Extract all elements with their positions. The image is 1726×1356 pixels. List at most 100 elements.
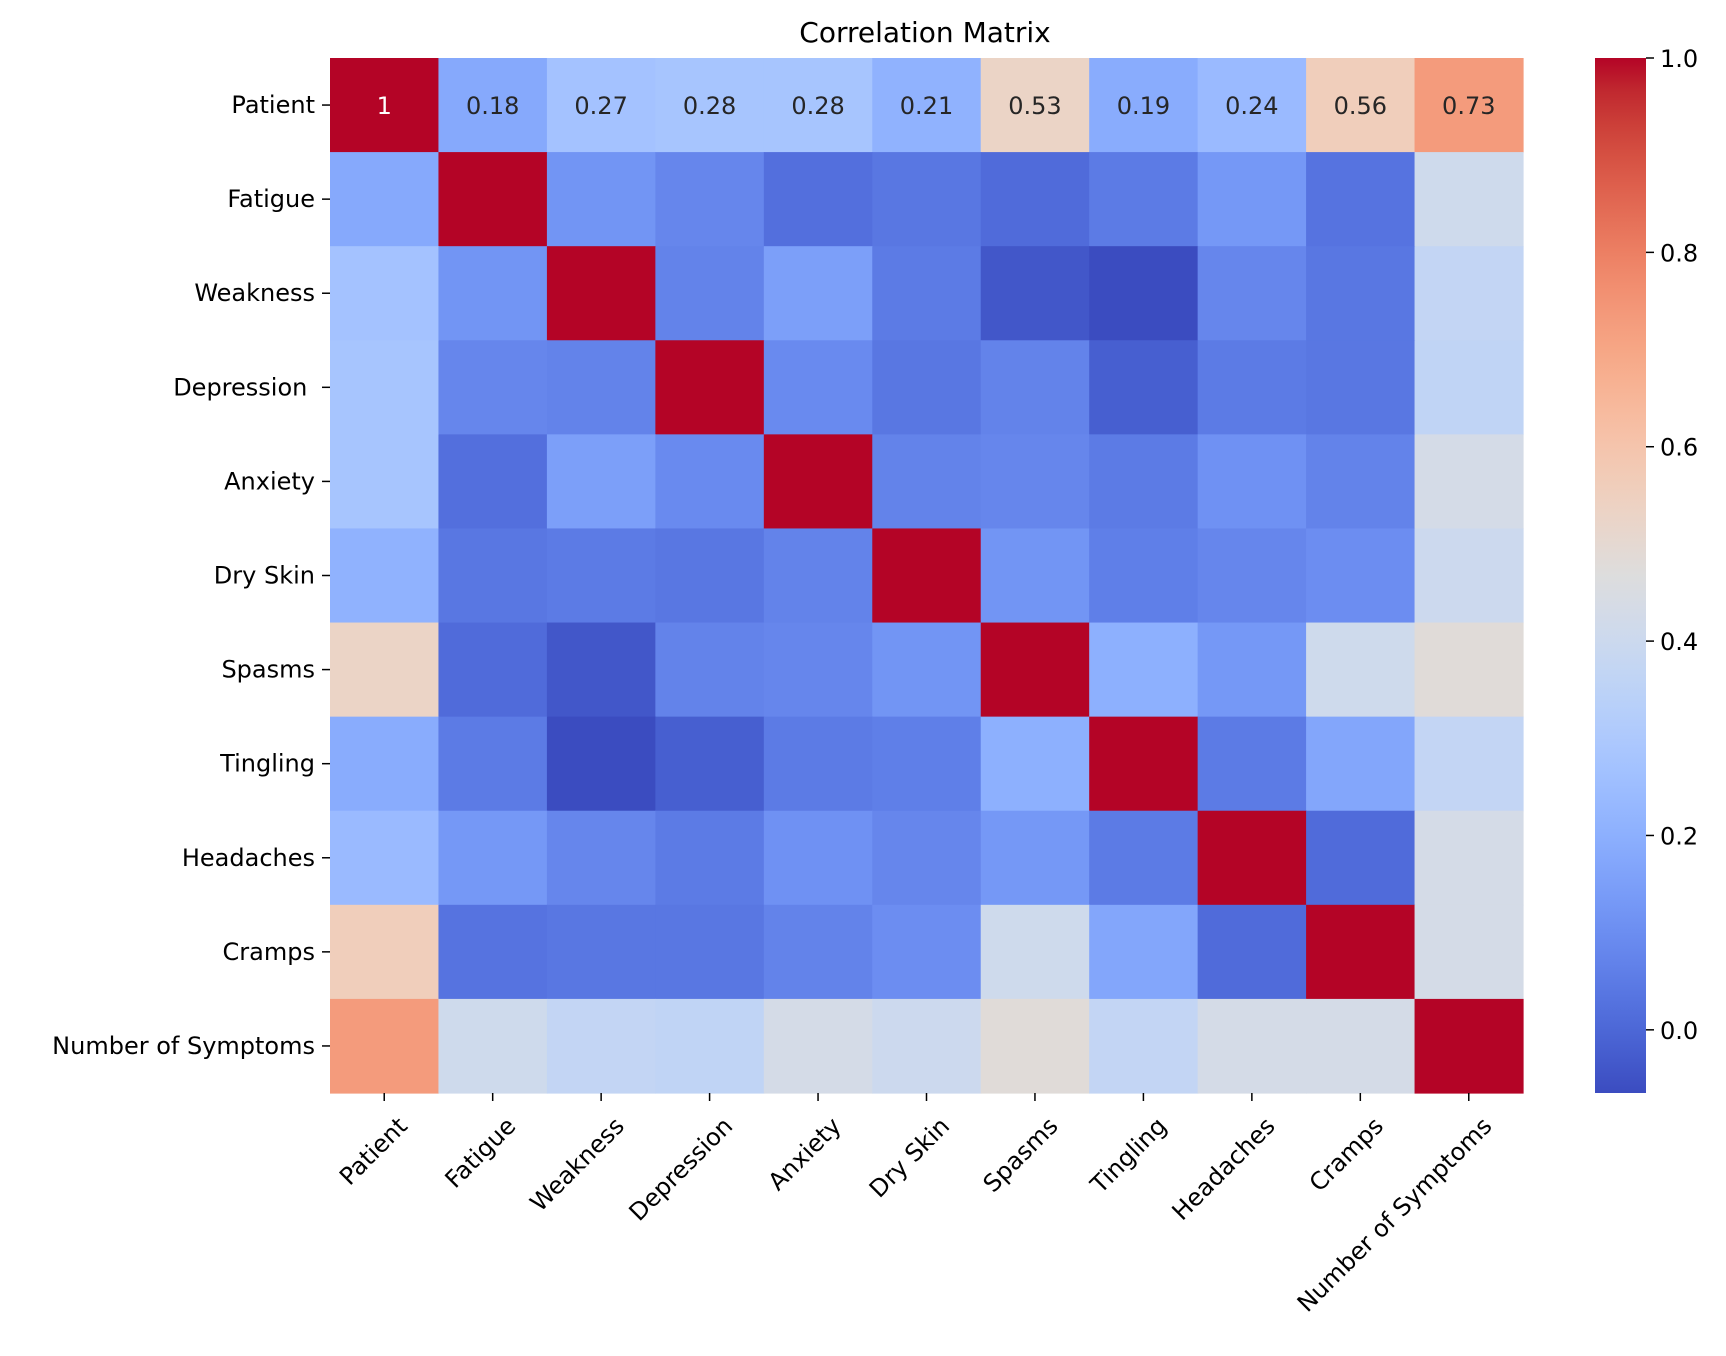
heatmap-cell: [330, 998, 440, 1094]
heatmap-cell: [980, 152, 1090, 247]
heatmap-cell: [1089, 810, 1199, 906]
heatmap-cell: [655, 340, 765, 435]
heatmap-cell: [330, 810, 440, 906]
heatmap-cell: [330, 152, 440, 247]
heatmap-cell: [872, 340, 982, 435]
heatmap-cell: [872, 998, 982, 1094]
heatmap-cell: [872, 246, 982, 341]
heatmap-cell: [1414, 998, 1524, 1094]
heatmap-cell: [872, 810, 982, 906]
heatmap-cell: [546, 58, 656, 153]
heatmap-cell: [872, 58, 982, 153]
heatmap-annotations: 1 0.18 0.27 0.28 0.28 0.21 0.53 0.19 0.24 0.56 0.7…: [377, 92, 1496, 120]
heatmap-cell: [546, 622, 656, 718]
heatmap-cell: [1197, 998, 1307, 1094]
heatmap-cell: [546, 152, 656, 247]
heatmap-cell: [546, 904, 656, 1000]
heatmap-cell: [1414, 434, 1524, 530]
heatmap-cell: [980, 246, 1090, 341]
heatmap-cell: [1414, 246, 1524, 341]
y-tick-label: Dry Skin: [214, 562, 315, 590]
heatmap-cell: [980, 622, 1090, 718]
heatmap-cell: [438, 810, 548, 906]
heatmap-cell: [763, 810, 873, 906]
heatmap-cell: [655, 716, 765, 812]
heatmap-cell: [330, 340, 440, 435]
heatmap-cells: [330, 58, 1524, 1094]
heatmap-cell: [438, 716, 548, 812]
heatmap-cell: [655, 810, 765, 906]
colorbar-tick-label: 0.8: [1660, 239, 1698, 267]
colorbar: [1595, 58, 1646, 1093]
y-tick-label: Cramps: [223, 938, 315, 966]
heatmap-cell: [655, 998, 765, 1094]
x-tick-label: Spasms: [978, 1112, 1064, 1198]
heatmap-cell: [655, 246, 765, 341]
heatmap-cell: [1197, 716, 1307, 812]
cell-annotation: 0.56: [1334, 92, 1387, 120]
cell-annotation: 0.28: [791, 92, 844, 120]
heatmap-cell: [1197, 152, 1307, 247]
heatmap-cell: [763, 716, 873, 812]
x-tick-label: Dry Skin: [864, 1112, 955, 1203]
heatmap-cell: [438, 58, 548, 153]
heatmap-cell: [763, 904, 873, 1000]
heatmap-cell: [1306, 716, 1416, 812]
colorbar-ticks: 0.0 0.2 0.4 0.6 0.8 1.0: [1646, 45, 1698, 1045]
heatmap-cell: [763, 528, 873, 624]
heatmap-cell: [1306, 434, 1416, 530]
y-tick-label: Weakness: [194, 279, 315, 307]
colorbar-tick-label: 0.2: [1660, 822, 1698, 850]
heatmap-cell: [872, 152, 982, 247]
heatmap-cell: [330, 434, 440, 530]
x-tick-label: Headaches: [1167, 1112, 1281, 1226]
heatmap-cell: [980, 998, 1090, 1094]
heatmap-cell: [980, 340, 1090, 435]
x-tick-label: Tingling: [1085, 1112, 1173, 1200]
heatmap-cell: [1089, 58, 1199, 153]
x-tick-label: Depression: [624, 1112, 739, 1227]
heatmap-cell: [1089, 716, 1199, 812]
colorbar-tick-label: 1.0: [1660, 45, 1698, 73]
heatmap-cell: [1197, 904, 1307, 1000]
cell-annotation: 0.24: [1225, 92, 1278, 120]
heatmap-cell: [980, 904, 1090, 1000]
heatmap-cell: [1197, 622, 1307, 718]
heatmap-cell: [980, 716, 1090, 812]
cell-annotation: 0.18: [466, 92, 519, 120]
heatmap-cell: [1306, 246, 1416, 341]
chart-title: Correlation Matrix: [799, 16, 1050, 49]
x-tick-label: Patient: [334, 1112, 413, 1191]
heatmap-cell: [872, 622, 982, 718]
heatmap-cell: [1089, 998, 1199, 1094]
heatmap-cell: [1197, 810, 1307, 906]
colorbar-tick-label: 0.0: [1660, 1017, 1698, 1045]
heatmap-cell: [1197, 340, 1307, 435]
heatmap-cell: [438, 998, 548, 1094]
heatmap-cell: [1306, 340, 1416, 435]
heatmap-cell: [330, 904, 440, 1000]
heatmap-cell: [763, 340, 873, 435]
heatmap-cell: [1089, 904, 1199, 1000]
heatmap-cell: [655, 622, 765, 718]
heatmap-cell: [980, 58, 1090, 153]
x-tick-label: Anxiety: [763, 1112, 847, 1196]
heatmap-cell: [1306, 622, 1416, 718]
heatmap-cell: [763, 58, 873, 153]
heatmap-cell: [330, 528, 440, 624]
cell-annotation: 0.27: [574, 92, 627, 120]
heatmap-cell: [655, 528, 765, 624]
heatmap-cell: [1414, 810, 1524, 906]
cell-annotation: 0.73: [1442, 92, 1495, 120]
heatmap-cell: [763, 622, 873, 718]
heatmap-cell: [1197, 246, 1307, 341]
heatmap-cell: [655, 152, 765, 247]
heatmap-cell: [438, 622, 548, 718]
cell-annotation: 1: [377, 92, 392, 120]
heatmap-cell: [1306, 998, 1416, 1094]
heatmap-cell: [1089, 622, 1199, 718]
heatmap-cell: [1306, 810, 1416, 906]
heatmap-cell: [763, 998, 873, 1094]
